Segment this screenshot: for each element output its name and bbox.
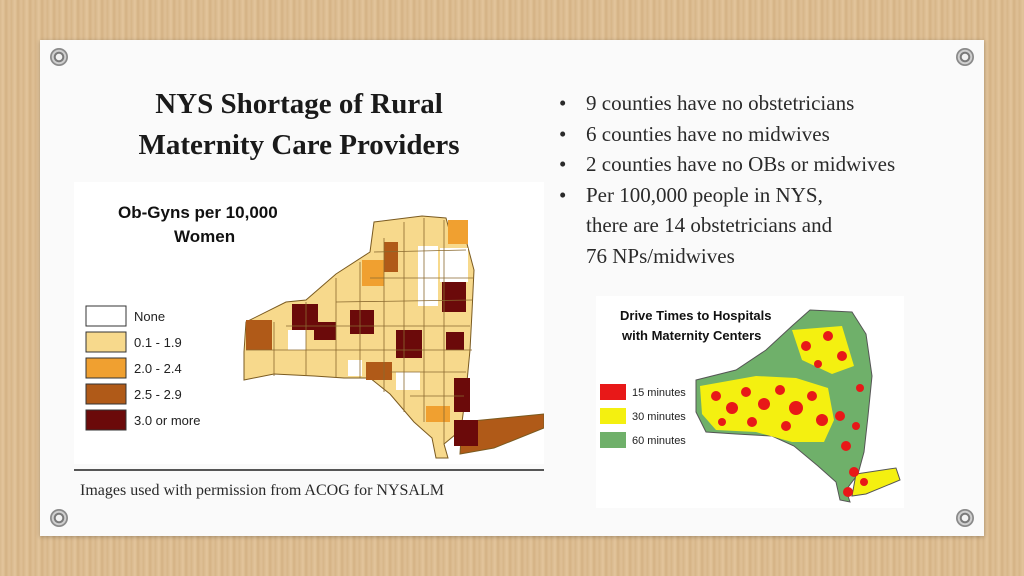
legend-label: 0.1 - 1.9 [134,335,182,350]
bullet-item: 2 counties have no OBs or midwives [554,149,974,180]
legend-swatch-60min [600,432,626,448]
drive-map-title-1: Drive Times to Hospitals [620,308,771,323]
caption-divider [74,469,544,471]
obgyn-map-title-2: Women [174,227,235,246]
drive-map-svg: Drive Times to Hospitals with Maternity … [600,308,901,503]
title-line-2: Maternity Care Providers [138,129,460,161]
slide-title: NYS Shortage of Rural Maternity Care Pro… [74,84,524,166]
drive-map-legend: 15 minutes 30 minutes 60 minutes [600,384,686,448]
legend-swatch-15min [600,384,626,400]
legend-label: 3.0 or more [134,413,200,428]
bullet-item: 9 counties have no obstetricians [554,88,974,119]
legend-swatch-none [85,305,127,327]
legend-label: 2.0 - 2.4 [134,361,182,376]
obgyn-map-image: Ob-Gyns per 10,000 Women None 0.1 - 1.9 … [74,182,545,464]
drive-times-map-image: Drive Times to Hospitals with Maternity … [596,296,904,508]
obgyn-map-legend: None 0.1 - 1.9 2.0 - 2.4 2.5 - 2.9 3.0 o… [85,305,200,431]
bullet-item: 6 counties have no midwives [554,119,974,150]
legend-label: 60 minutes [632,435,686,447]
legend-swatch-high [85,383,127,405]
bullet-list: 9 counties have no obstetricians 6 count… [554,88,974,271]
obgyn-map-title-1: Ob-Gyns per 10,000 [118,203,278,222]
bullet-line: 76 NPs/midwives [586,243,735,268]
bullet-line: Per 100,000 people in NYS, [586,182,823,207]
screw-icon [50,48,68,66]
bullet-item: Per 100,000 people in NYS, there are 14 … [554,180,974,272]
obgyn-map-svg: Ob-Gyns per 10,000 Women None 0.1 - 1.9 … [85,203,545,459]
title-line-1: NYS Shortage of Rural [155,88,443,120]
legend-label: None [134,309,165,324]
legend-label: 15 minutes [632,387,686,399]
bullet-line: there are 14 obstetricians and [586,213,833,237]
legend-swatch-highest [85,409,127,431]
screw-icon [956,48,974,66]
image-caption: Images used with permission from ACOG fo… [80,482,444,499]
ny-county-map [243,215,545,459]
legend-swatch-mid [85,357,127,379]
legend-label: 2.5 - 2.9 [134,387,182,402]
legend-swatch-30min [600,408,626,424]
screw-icon [50,509,68,527]
legend-label: 30 minutes [632,411,686,423]
drive-map-title-2: with Maternity Centers [621,328,761,343]
legend-swatch-low [85,331,127,353]
ny-drive-time-map [695,309,901,503]
screw-icon [956,509,974,527]
